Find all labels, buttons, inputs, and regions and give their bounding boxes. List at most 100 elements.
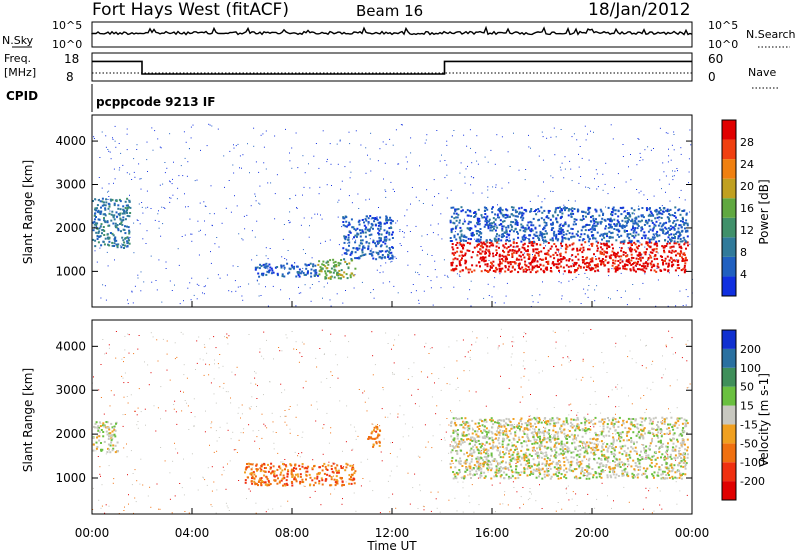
heatmap-cell [648,215,650,217]
heatmap-cell [311,301,312,302]
heatmap-cell [568,266,570,268]
heatmap-cell [469,289,470,290]
heatmap-cell [212,506,213,507]
heatmap-cell [668,213,670,215]
heatmap-cell [525,169,526,170]
heatmap-cell [581,380,582,381]
heatmap-cell [582,226,584,228]
heatmap-cell [542,132,543,133]
heatmap-cell [610,224,612,226]
heatmap-cell [297,435,298,436]
heatmap-cell [682,357,683,358]
heatmap-cell [333,262,335,264]
heatmap-cell [282,275,284,277]
heatmap-cell [280,472,282,474]
heatmap-cell [583,361,584,362]
heatmap-cell [651,220,653,222]
heatmap-cell [333,266,335,268]
heatmap-cell [655,233,657,235]
heatmap-cell [594,450,596,452]
heatmap-cell [103,234,105,236]
heatmap-cell [553,331,554,332]
heatmap-cell [540,206,542,208]
heatmap-cell [615,209,617,211]
heatmap-cell [479,241,481,243]
heatmap-cell [606,240,608,242]
heatmap-cell [317,214,318,215]
heatmap-cell [354,241,356,243]
heatmap-cell [555,348,556,349]
heatmap-cell [342,217,344,219]
heatmap-cell [135,411,136,412]
heatmap-cell [291,265,293,267]
heatmap-cell [572,233,574,235]
heatmap-cell [458,387,459,388]
heatmap-cell [498,347,499,348]
heatmap-cell [368,436,370,438]
heatmap-cell [128,231,130,233]
heatmap-cell [112,199,114,201]
heatmap-cell [470,215,472,217]
heatmap-cell [178,248,179,249]
heatmap-cell [565,169,566,170]
heatmap-cell [609,257,611,259]
heatmap-cell [626,268,628,270]
heatmap-cell [254,194,255,195]
heatmap-cell [120,213,122,215]
heatmap-cell [521,267,523,269]
heatmap-cell [689,212,690,213]
heatmap-cell [354,268,356,270]
heatmap-cell [669,272,670,273]
heatmap-cell [485,224,487,226]
heatmap-cell [355,431,356,432]
heatmap-cell [384,439,385,440]
heatmap-cell [523,239,525,241]
heatmap-cell [350,274,352,276]
heatmap-cell [188,405,189,406]
heatmap-cell [389,139,390,140]
heatmap-cell [457,258,459,260]
heatmap-cell [586,257,588,259]
heatmap-cell [565,346,566,347]
heatmap-cell [525,179,526,180]
heatmap-cell [508,182,509,183]
heatmap-cell [369,481,370,482]
heatmap-cell [629,502,630,503]
heatmap-cell [318,480,320,482]
heatmap-cell [93,376,94,377]
heatmap-cell [131,394,132,395]
heatmap-cell [167,370,168,371]
heatmap-cell [561,248,562,249]
heatmap-cell [101,232,103,234]
heatmap-cell [397,456,398,457]
heatmap-cell [138,220,139,221]
heatmap-cell [98,241,100,243]
heatmap-cell [507,283,508,284]
heatmap-cell [679,425,680,426]
heatmap-cell [669,238,671,240]
heatmap-cell [281,350,282,351]
heatmap-cell [114,169,115,170]
heatmap-cell [680,241,682,243]
heatmap-cell [490,150,491,151]
heatmap-cell [508,246,510,248]
heatmap-cell [672,179,673,180]
heatmap-cell [352,449,353,450]
heatmap-cell [108,203,110,205]
heatmap-cell [494,286,495,287]
heatmap-cell [482,251,484,253]
heatmap-cell [350,424,351,425]
heatmap-cell [646,209,648,211]
heatmap-cell [304,218,305,219]
heatmap-cell [590,269,592,271]
heatmap-cell [571,410,572,411]
heatmap-cell [562,163,563,164]
heatmap-cell [513,133,514,134]
heatmap-cell [635,217,637,219]
heatmap-cell [621,297,622,298]
heatmap-cell [100,244,102,246]
heatmap-cell [673,132,674,133]
heatmap-cell [536,243,538,245]
heatmap-cell [673,246,675,248]
